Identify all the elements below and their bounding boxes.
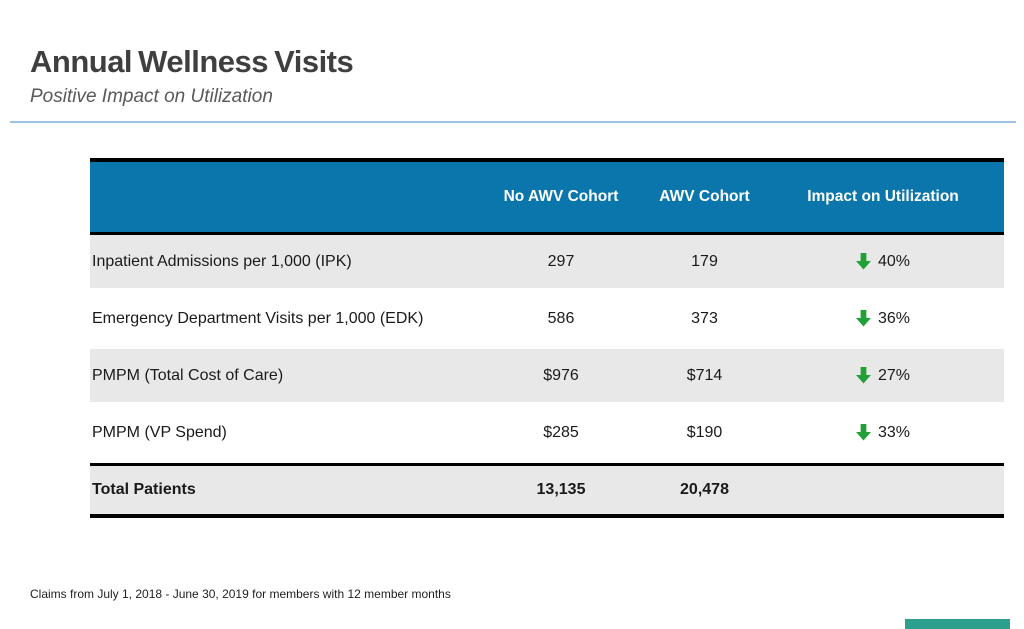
total-awv-value: 20,478 (680, 481, 729, 498)
row-label: Inpatient Admissions per 1,000 (IPK) (92, 252, 352, 270)
table-total-row: Total Patients 13,135 20,478 (90, 463, 1004, 518)
green-down-arrow-icon (856, 310, 871, 327)
no-awv-value: 586 (547, 309, 575, 327)
table-row: PMPM (Total Cost of Care) $976 $714 27% (90, 349, 1004, 406)
no-awv-value: $285 (543, 423, 579, 441)
row-label: PMPM (Total Cost of Care) (92, 366, 284, 384)
no-awv-value: $976 (543, 366, 579, 384)
total-row-label: Total Patients (92, 481, 196, 498)
claims-footnote: Claims from July 1, 2018 - June 30, 2019… (30, 587, 451, 601)
accent-bar (905, 619, 1010, 629)
awv-value: $714 (686, 366, 723, 384)
table-row: Inpatient Admissions per 1,000 (IPK) 297… (90, 235, 1004, 292)
column-header-no-awv-cohort: No AWV Cohort (503, 188, 619, 205)
impact-value: 27% (877, 366, 911, 384)
column-header-impact-on-utilization: Impact on Utilization (807, 188, 959, 205)
green-down-arrow-icon (856, 367, 871, 384)
awv-value: 373 (691, 309, 718, 327)
impact-cell: 33% (762, 424, 1004, 442)
row-label: PMPM (VP Spend) (92, 423, 227, 441)
impact-cell: 36% (762, 310, 1004, 328)
slide-title: Annual Wellness Visits (30, 44, 354, 79)
awv-value: $190 (686, 423, 723, 441)
green-down-arrow-icon (856, 424, 871, 441)
column-header-awv-cohort: AWV Cohort (659, 188, 750, 205)
impact-value: 33% (877, 423, 911, 441)
no-awv-value: 297 (547, 252, 575, 270)
table-row: Emergency Department Visits per 1,000 (E… (90, 292, 1004, 349)
impact-value: 40% (877, 252, 911, 270)
green-down-arrow-icon (856, 253, 871, 270)
table-header-row: No AWV Cohort AWV Cohort Impact on Utili… (90, 158, 1004, 235)
table-row: PMPM (VP Spend) $285 $190 33% (90, 406, 1004, 463)
slide-subtitle: Positive Impact on Utilization (30, 86, 273, 107)
impact-cell: 27% (762, 367, 1004, 385)
impact-cell: 40% (762, 253, 1004, 271)
awv-value: 179 (691, 252, 718, 270)
total-no-awv-value: 13,135 (536, 481, 586, 498)
title-divider (10, 121, 1016, 123)
row-label: Emergency Department Visits per 1,000 (E… (92, 309, 424, 327)
utilization-table: No AWV Cohort AWV Cohort Impact on Utili… (90, 158, 1004, 518)
impact-value: 36% (877, 309, 911, 327)
